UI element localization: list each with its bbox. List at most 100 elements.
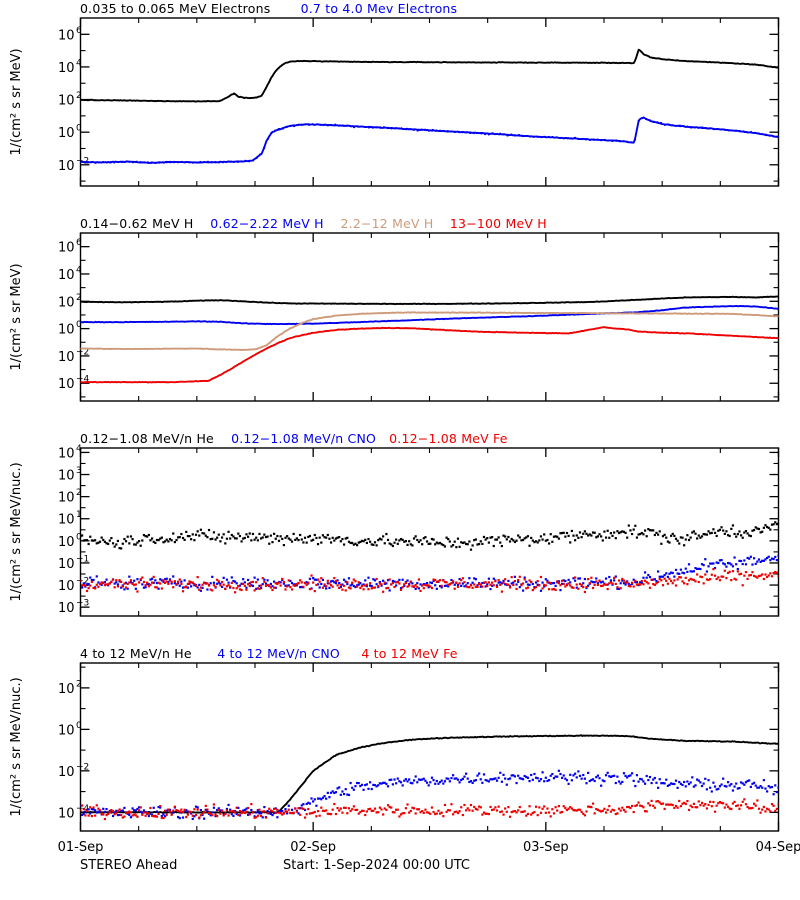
series-point <box>642 780 645 783</box>
series-point <box>385 782 388 786</box>
series-point <box>767 555 770 558</box>
series-point <box>293 125 296 128</box>
series-point <box>370 584 373 588</box>
series-point <box>118 808 121 811</box>
series-point <box>609 532 613 535</box>
series-point <box>655 580 658 583</box>
series-point <box>334 537 338 540</box>
series-point <box>155 581 159 585</box>
series-point <box>373 807 377 810</box>
series-point <box>103 810 107 814</box>
series-point <box>499 583 502 586</box>
series-point <box>315 578 318 581</box>
series-point <box>180 580 183 583</box>
series-point <box>678 576 681 579</box>
series-point <box>227 581 230 584</box>
series-point <box>437 782 440 785</box>
series-point <box>165 813 168 816</box>
series-point <box>570 137 573 140</box>
series-point <box>731 789 735 792</box>
series-point <box>359 586 362 590</box>
series-point <box>188 580 191 583</box>
series-point <box>510 576 513 579</box>
series-point <box>92 808 95 811</box>
series-point <box>264 535 268 539</box>
series-point <box>339 540 342 543</box>
series-point <box>705 807 709 810</box>
series-point <box>377 539 380 542</box>
series-point <box>90 161 93 164</box>
series-point <box>242 811 245 814</box>
series-point <box>342 806 346 809</box>
series-point <box>143 161 146 164</box>
series-point <box>168 578 172 581</box>
series-point <box>630 804 634 808</box>
series-point <box>517 133 520 136</box>
series-point <box>442 815 445 818</box>
series-point <box>294 584 297 587</box>
series-point <box>424 583 427 587</box>
spacecraft-label: STEREO Ahead <box>80 858 177 873</box>
series-point <box>681 802 684 805</box>
series-point <box>95 542 98 545</box>
series-point <box>585 138 588 141</box>
series-point <box>465 809 468 812</box>
series-point <box>634 579 637 582</box>
series-point <box>149 806 152 810</box>
series-point <box>705 788 709 791</box>
series-point <box>372 578 375 581</box>
series-point <box>604 138 606 141</box>
series-point <box>653 578 656 581</box>
series-point <box>274 537 277 540</box>
series-point <box>661 802 665 805</box>
series-point <box>613 579 616 582</box>
series-point <box>536 814 539 817</box>
series-point <box>559 532 562 535</box>
series-point <box>97 807 100 810</box>
series-point <box>342 578 346 581</box>
series-point <box>279 584 282 587</box>
series-point <box>312 538 315 541</box>
series-point <box>320 798 323 801</box>
series-point <box>323 583 326 586</box>
series-point <box>512 810 515 813</box>
series-point <box>600 535 603 538</box>
series-point <box>689 570 692 573</box>
series-point <box>451 813 455 816</box>
y-tick-label: 10 −2 <box>58 577 89 595</box>
series-point <box>520 810 523 814</box>
series-point <box>601 539 604 542</box>
series-point <box>178 584 181 587</box>
series-point <box>777 803 779 806</box>
series-point <box>561 531 564 535</box>
series-point <box>186 534 189 538</box>
series-point <box>666 784 669 787</box>
series-point <box>772 135 775 138</box>
series-point <box>405 128 408 131</box>
series-point <box>199 160 202 163</box>
series-point <box>139 578 142 581</box>
series-point <box>451 580 455 583</box>
series-point <box>600 139 603 142</box>
series-point <box>97 541 100 544</box>
series-point <box>183 808 186 811</box>
series-point <box>704 573 707 576</box>
series-point <box>442 543 445 547</box>
series-point <box>543 583 546 587</box>
series-point <box>341 790 344 793</box>
series-point <box>344 537 347 540</box>
series-point <box>713 785 717 788</box>
series-point <box>227 584 230 587</box>
series-point <box>172 811 175 814</box>
series-point <box>489 778 492 781</box>
series-point <box>648 775 652 779</box>
series-point <box>684 567 687 570</box>
series-point <box>268 542 271 545</box>
series-point <box>728 534 731 538</box>
series-point <box>637 119 640 122</box>
y-tick-exponent: 3 <box>76 466 82 476</box>
series-point <box>622 140 625 143</box>
series-point <box>512 774 515 777</box>
series-point <box>674 804 678 808</box>
